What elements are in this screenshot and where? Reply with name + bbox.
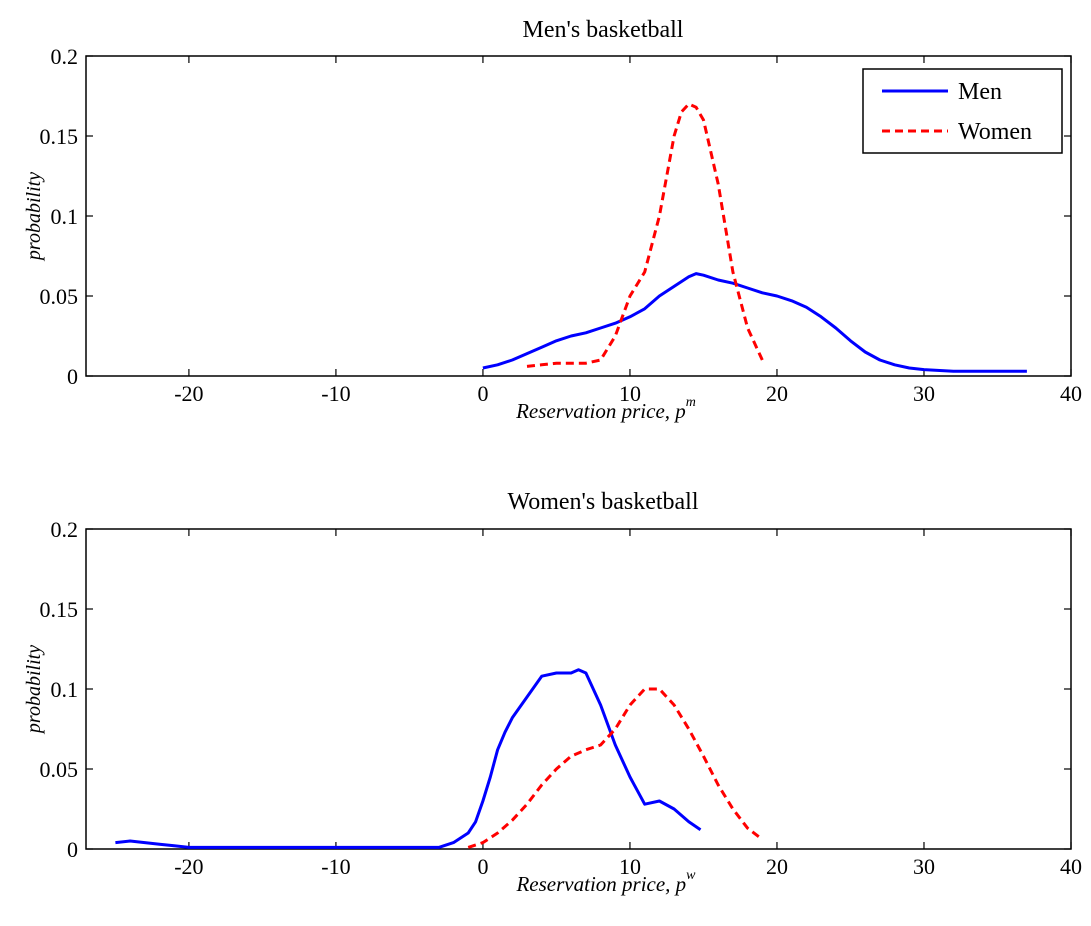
legend-label-women: Women xyxy=(958,119,1032,145)
y-tick-label: 0.1 xyxy=(51,204,79,229)
women-basketball-panel: Women's basketball -20 -10 0 10 20 30 40 0 0.05 0… xyxy=(23,489,1082,896)
y-tick-label: 0.05 xyxy=(40,757,79,782)
x-tick-label: 10 xyxy=(619,381,641,406)
y-axis-label: probability xyxy=(23,645,45,735)
series-line-women xyxy=(526,102,764,368)
axis-ticks: -20 -10 0 10 20 30 40 0 0.05 0.1 0.15 0.2 xyxy=(40,517,1083,879)
x-tick-label: 20 xyxy=(766,381,788,406)
x-tick-label: 0 xyxy=(477,381,488,406)
y-tick-label: 0.15 xyxy=(40,124,79,149)
chart-title: Women's basketball xyxy=(507,489,698,515)
x-tick-label: -10 xyxy=(321,381,350,406)
x-tick-label: -10 xyxy=(321,854,350,879)
y-tick-label: 0 xyxy=(67,364,78,389)
x-axis-label-main: Reservation price, p xyxy=(515,399,686,423)
legend: Men Women xyxy=(862,68,1063,154)
x-tick-label: 30 xyxy=(913,381,935,406)
chart-title: Men's basketball xyxy=(523,17,684,43)
y-axis-label: probability xyxy=(23,172,45,262)
y-tick-label: 0.1 xyxy=(51,677,79,702)
plot-area xyxy=(85,528,1072,850)
series-line-men xyxy=(482,272,1027,373)
x-tick-label: 40 xyxy=(1060,381,1082,406)
x-axis-label: Reservation price, pm xyxy=(515,395,696,423)
x-axis-label: Reservation price, pw xyxy=(515,868,696,896)
x-tick-label: -20 xyxy=(174,381,203,406)
series-group xyxy=(115,668,764,849)
series-line-men xyxy=(115,668,702,849)
legend-box xyxy=(862,68,1063,154)
y-tick-label: 0.2 xyxy=(51,44,79,69)
x-axis-label-main: Reservation price, p xyxy=(515,872,686,896)
x-tick-label: -20 xyxy=(174,854,203,879)
series-group xyxy=(482,102,1027,373)
y-tick-label: 0.05 xyxy=(40,284,79,309)
y-tick-label: 0.2 xyxy=(51,517,79,542)
y-tick-label: 0 xyxy=(67,837,78,862)
men-basketball-panel: Men's basketball -20 -10 0 10 20 30 40 0 0.05 0.1… xyxy=(23,17,1082,423)
y-tick-label: 0.15 xyxy=(40,597,79,622)
x-axis-label-superscript: m xyxy=(686,395,696,410)
x-tick-label: 20 xyxy=(766,854,788,879)
x-tick-label: 30 xyxy=(913,854,935,879)
x-tick-label: 0 xyxy=(477,854,488,879)
axis-ticks: -20 -10 0 10 20 30 40 0 0.05 0.1 0.15 0.2 xyxy=(40,44,1083,406)
x-tick-label: 10 xyxy=(619,854,641,879)
series-line-women xyxy=(467,687,764,849)
x-tick-label: 40 xyxy=(1060,854,1082,879)
legend-label-men: Men xyxy=(958,79,1002,105)
x-axis-label-superscript: w xyxy=(686,868,696,883)
